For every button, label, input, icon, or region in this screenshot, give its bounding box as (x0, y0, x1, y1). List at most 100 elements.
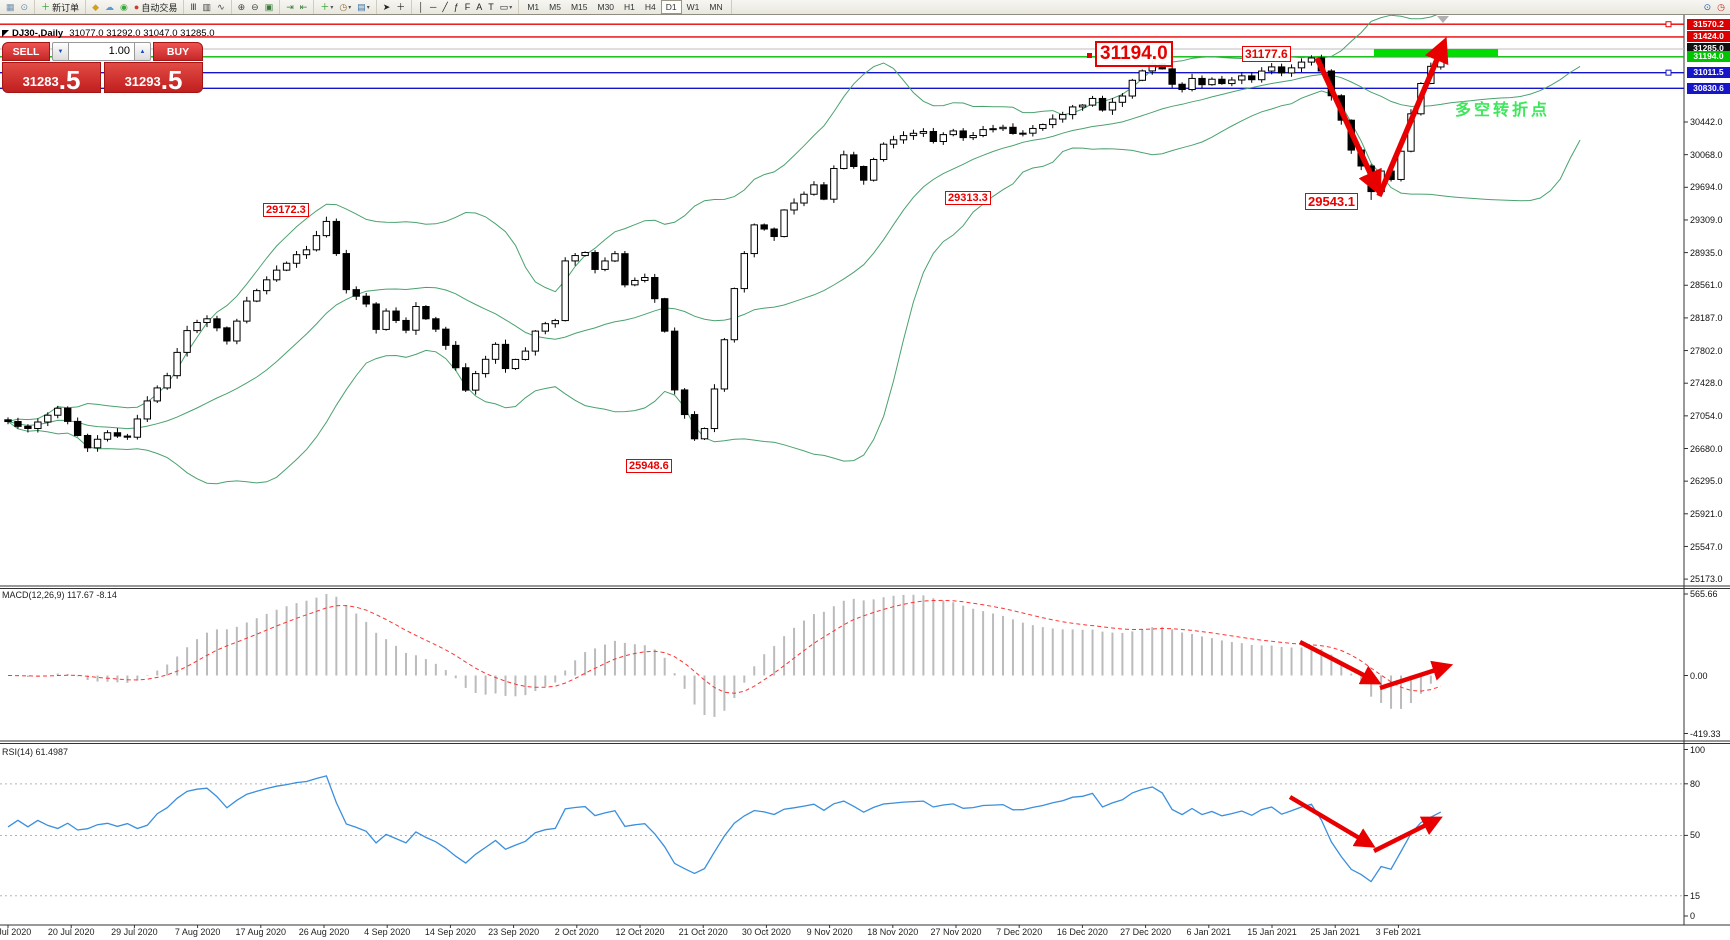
timeframe-m30[interactable]: M30 (597, 2, 615, 12)
annotation-swing-low-oct: 25948.6 (626, 459, 672, 473)
x-axis-date: 7 Aug 2020 (174, 927, 221, 937)
bar-chart-icon: Ⅲ (190, 1, 197, 12)
x-axis-date: 30 Oct 2020 (741, 927, 791, 937)
cloud-icon: ☁ (105, 1, 115, 12)
tile-windows-icon: ▣ (264, 1, 274, 12)
y-axis-tick: 29309.0 (1690, 214, 1723, 225)
buy-price-display: 31293 .5 (104, 62, 203, 93)
turning-point-text: 多空转折点 (1455, 102, 1551, 119)
rsi-scale-tick: 50 (1690, 830, 1701, 841)
candlestick-icon[interactable]: ▥ (200, 1, 215, 14)
chevron-down-icon: ▾ (366, 4, 370, 11)
timeframe-h4[interactable]: H4 (644, 2, 656, 12)
cursor-icon[interactable]: ➤ (380, 1, 394, 14)
trend-arrow (1372, 816, 1443, 854)
chart-frame (0, 15, 1730, 928)
y-axis-tick: 26295.0 (1690, 476, 1723, 487)
fibonacci-icon[interactable]: F (462, 1, 474, 14)
annotation-swing-high-jan: 31177.6 (1242, 46, 1291, 62)
hline-icon: ─ (429, 1, 437, 12)
timeframe-m5[interactable]: M5 (549, 2, 561, 12)
timeframe-m1[interactable]: M1 (527, 2, 540, 12)
x-axis-date: 10 Jul 2020 (0, 927, 32, 937)
gold-icon[interactable]: ◆ (89, 1, 102, 14)
crosshair-icon[interactable]: ＋ (393, 1, 408, 14)
y-axis-tick: 30442.0 (1690, 117, 1723, 127)
timeframe-w1[interactable]: W1 (686, 2, 700, 12)
sell-price-display: 31283 .5 (2, 62, 101, 93)
chart-drawings (1087, 16, 1498, 854)
rsi-scale-tick: 80 (1690, 778, 1701, 789)
new-order-button: ＋ (41, 1, 51, 12)
trend-arrow (1314, 56, 1382, 196)
zoom-chart-icon[interactable]: ⊙ (18, 1, 32, 14)
buy-button[interactable]: BUY (153, 42, 203, 61)
y-axis-tick: 27054.0 (1690, 410, 1723, 421)
period-icon[interactable]: ◷ ▾ (336, 1, 354, 14)
new-order-button[interactable]: ＋新订单 (38, 1, 82, 14)
price-tag-31285.0: 31285.0 (1687, 43, 1730, 55)
templates-icon[interactable]: ▤ ▾ (354, 1, 373, 14)
price-tag-31011.5: 31011.5 (1687, 67, 1730, 79)
elliott-icon[interactable]: ƒ (451, 1, 462, 14)
macd-indicator (7, 594, 1442, 717)
trend-arrow (1288, 795, 1376, 848)
chart-window-icon[interactable]: ▦ (3, 1, 18, 14)
shapes-icon[interactable]: ▭ ▾ (497, 1, 516, 14)
horizontal-price-lines[interactable] (0, 21, 1684, 90)
period-icon: ◷ (339, 1, 348, 12)
line-handle[interactable] (1665, 69, 1672, 76)
chevron-down-icon: ▾ (330, 4, 334, 11)
y-axis-tick: 28561.0 (1690, 280, 1723, 291)
vline-icon[interactable]: │ (415, 1, 427, 14)
zoom-in-icon[interactable]: ⊕ (235, 1, 249, 14)
tile-windows-icon[interactable]: ▣ (262, 1, 277, 14)
chart-shift-icon[interactable]: ⇤ (297, 1, 311, 14)
one-click-trading-panel: SELL ▼ 1.00 ▲ BUY 31283 .5 31293 .5 (2, 42, 203, 93)
volume-up-button[interactable]: ▲ (134, 42, 151, 61)
x-axis-date: 9 Nov 2020 (806, 927, 853, 937)
y-axis-tick: 26680.0 (1690, 443, 1723, 454)
text-icon: A (476, 1, 483, 12)
bar-chart-icon[interactable]: Ⅲ (187, 1, 199, 14)
x-axis-date: 3 Feb 2021 (1375, 927, 1422, 937)
y-axis-tick: 28187.0 (1690, 312, 1723, 323)
volume-down-button[interactable]: ▼ (52, 42, 69, 61)
auto-scroll-icon[interactable]: ⇥ (283, 1, 297, 14)
line-chart-icon[interactable]: ∿ (214, 1, 228, 14)
auto-trading-button: ● (133, 1, 140, 12)
trend-arrow (1298, 640, 1382, 685)
x-axis-date: 4 Sep 2020 (364, 927, 411, 937)
timeframe-m15[interactable]: M15 (570, 2, 588, 12)
crosshair-icon: ＋ (396, 1, 406, 12)
line-handle[interactable] (1665, 21, 1672, 28)
shapes-icon: ▭ (499, 1, 509, 12)
alert-icon[interactable]: ◷ (1717, 1, 1725, 12)
vline-icon: │ (418, 1, 424, 12)
sell-price-pips: .5 (58, 65, 81, 95)
label-icon[interactable]: T (485, 1, 497, 14)
signal-icon[interactable]: ◉ (117, 1, 131, 14)
y-axis-tick: 28935.0 (1690, 247, 1723, 258)
x-axis-date: 2 Oct 2020 (554, 927, 599, 937)
rsi-scale-tick: 0 (1690, 911, 1696, 921)
rsi-indicator (0, 775, 1684, 897)
macd-scale-tick: 565.66 (1690, 589, 1718, 599)
bollinger-bands (7, 4, 1581, 485)
sell-button[interactable]: SELL (2, 42, 50, 61)
auto-trading-button[interactable]: ● 自动交易 (131, 1, 180, 14)
volume-input[interactable]: 1.00 (69, 42, 134, 61)
zoom-chart-icon: ⊙ (20, 1, 29, 12)
x-axis-date: 12 Oct 2020 (615, 927, 665, 937)
hline-icon[interactable]: ─ (427, 1, 439, 14)
text-icon[interactable]: A (473, 1, 485, 14)
timeframe-d1[interactable]: D1 (660, 0, 682, 14)
cloud-icon[interactable]: ☁ (102, 1, 117, 14)
add-indicator-icon[interactable]: ＋ ▾ (317, 1, 336, 14)
search-icon[interactable]: ⊙ (1703, 1, 1712, 12)
timeframe-h1[interactable]: H1 (624, 2, 635, 12)
trendline-icon[interactable]: ╱ (439, 1, 450, 14)
timeframe-mn[interactable]: MN (709, 2, 723, 12)
zoom-out-icon[interactable]: ⊖ (248, 1, 262, 14)
